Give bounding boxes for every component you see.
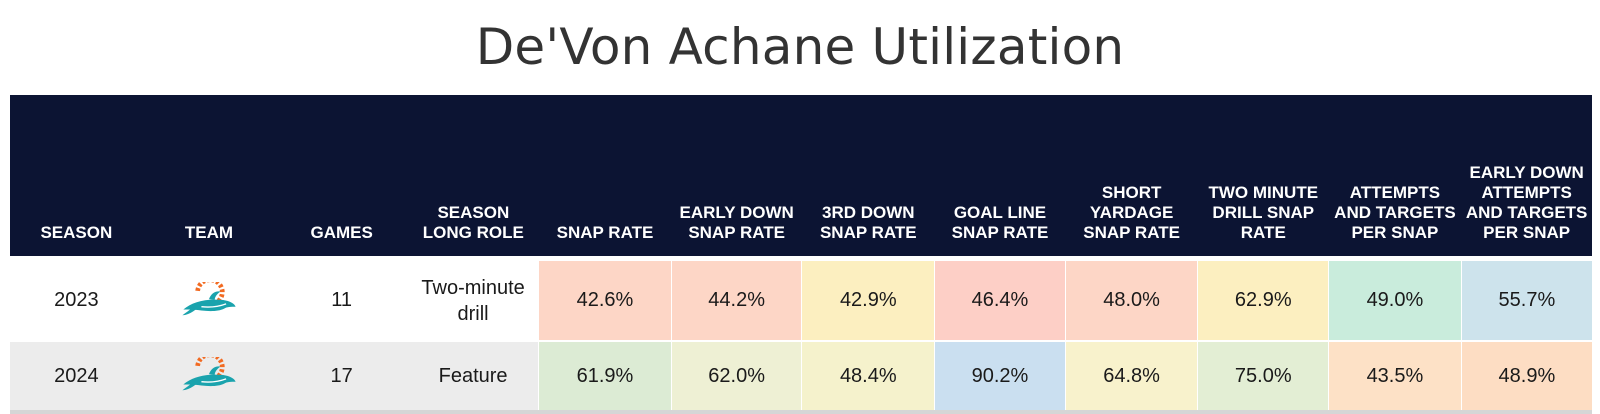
role-text: Feature — [438, 365, 508, 387]
header-goal-line-snap-rate: GOAL LINE SNAP RATE — [934, 95, 1066, 259]
role-cell: Feature — [408, 340, 539, 414]
season-cell: 2023 — [10, 256, 143, 341]
metric-cell: 46.4% — [934, 256, 1066, 341]
metric-cell: 48.0% — [1064, 256, 1198, 341]
header-3rd-down-snap-rate: 3RD DOWN SNAP RATE — [801, 95, 935, 259]
season-cell: 2024 — [10, 340, 143, 414]
team-cell — [142, 256, 276, 341]
metric-cell: 62.9% — [1197, 256, 1329, 341]
metric-cell: 62.0% — [670, 340, 802, 414]
header-season-long-role: SEASON LONG ROLE — [408, 95, 539, 259]
metric-cell: 44.2% — [670, 256, 802, 341]
metric-cell: 43.5% — [1328, 340, 1462, 414]
table-row: 2024 17 Feature 61.9% 62.0% 48.4% 90.2% … — [10, 340, 1592, 414]
dolphins-logo-icon — [182, 357, 236, 391]
metric-cell: 61.9% — [538, 340, 672, 414]
games-cell: 11 — [275, 256, 409, 341]
metric-cell: 64.8% — [1064, 340, 1198, 414]
metric-cell: 49.0% — [1328, 256, 1462, 341]
header-games: GAMES — [275, 95, 409, 259]
role-text: Two-minute drill — [421, 276, 525, 325]
metric-cell: 55.7% — [1460, 256, 1592, 341]
header-early-down-snap-rate: EARLY DOWN SNAP RATE — [671, 95, 802, 259]
header-row: SEASON TEAM GAMES SEASON LONG ROLE SNAP … — [10, 95, 1592, 259]
metric-cell: 42.9% — [801, 256, 935, 341]
page-title: De'Von Achane Utilization — [475, 18, 1125, 76]
table-row: 2023 11 Two-minute drill 42.6% 44.2% 42.… — [10, 256, 1592, 341]
header-snap-rate: SNAP RATE — [538, 95, 672, 259]
metric-cell: 90.2% — [934, 340, 1066, 414]
header-early-down-attempts-targets-per-snap: EARLY DOWN ATTEMPTS AND TARGETS PER SNAP — [1461, 95, 1592, 259]
metric-cell: 75.0% — [1197, 340, 1329, 414]
header-two-minute-drill-snap-rate: TWO MINUTE DRILL SNAP RATE — [1197, 95, 1329, 259]
role-cell: Two-minute drill — [408, 256, 539, 341]
dolphins-logo-icon — [182, 281, 236, 315]
metric-cell: 48.4% — [801, 340, 935, 414]
header-team: TEAM — [142, 95, 276, 259]
team-cell — [142, 340, 276, 414]
metric-cell: 48.9% — [1460, 340, 1592, 414]
header-short-yardage-snap-rate: SHORT YARDAGE SNAP RATE — [1065, 95, 1198, 259]
header-attempts-targets-per-snap: ATTEMPTS AND TARGETS PER SNAP — [1328, 95, 1462, 259]
header-season: SEASON — [10, 95, 143, 259]
utilization-table: SEASON TEAM GAMES SEASON LONG ROLE SNAP … — [10, 95, 1592, 414]
games-cell: 17 — [275, 340, 409, 414]
metric-cell: 42.6% — [538, 256, 672, 341]
